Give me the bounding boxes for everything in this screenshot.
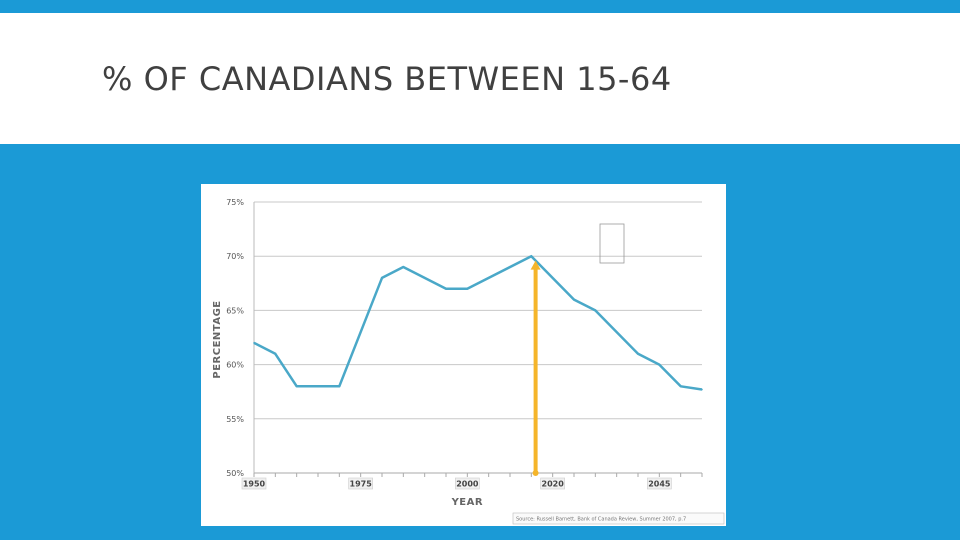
- annotation-arrow-base: [532, 470, 539, 476]
- x-tick-label: 2020: [542, 480, 565, 489]
- x-tick-box: [647, 477, 672, 490]
- y-tick-label: 60%: [226, 361, 244, 370]
- y-tick-label: 50%: [226, 469, 244, 478]
- source-box: [512, 512, 725, 525]
- data-point: [466, 287, 469, 290]
- y-axis-title: PERCENTAGE: [212, 300, 223, 378]
- slide-title: % OF CANADIANS BETWEEN 15-64: [102, 60, 672, 98]
- data-point: [338, 385, 341, 388]
- y-tick-label: 75%: [226, 198, 244, 207]
- data-point: [573, 298, 575, 301]
- data-point: [679, 385, 682, 388]
- data-point: [317, 385, 319, 388]
- x-tick-label: 2000: [456, 480, 479, 489]
- x-tick-label: 1950: [243, 480, 266, 489]
- top-accent-bar: [0, 0, 960, 13]
- data-point: [295, 385, 298, 388]
- legend-box: [599, 223, 625, 264]
- data-point: [637, 352, 639, 355]
- x-tick-box: [348, 477, 373, 490]
- chart-card: 50% 55% 60% 65% 70% 75% 1950 1975 2000 2020 2045 PE…: [201, 184, 726, 526]
- annotation-arrow-head: [530, 260, 541, 270]
- line-chart: 50% 55% 60% 65% 70% 75% 1950 1975 2000 2020 2045 PE…: [212, 198, 725, 525]
- y-tick-label: 70%: [226, 252, 244, 261]
- y-tick-label: 55%: [226, 415, 244, 424]
- data-point: [253, 342, 255, 344]
- x-tick-box: [540, 477, 565, 490]
- data-point: [402, 266, 405, 268]
- data-point: [274, 352, 277, 355]
- x-tick-box: [455, 477, 480, 490]
- data-point: [445, 287, 447, 290]
- x-tick-box: [241, 477, 267, 490]
- series-line: [253, 254, 703, 391]
- data-point: [487, 277, 490, 279]
- data-point: [381, 277, 383, 279]
- x-tick-label: 2045: [648, 480, 671, 489]
- data-point: [701, 388, 703, 391]
- x-tick-label: 1975: [350, 480, 373, 489]
- x-axis-title: YEAR: [451, 497, 484, 508]
- data-point: [530, 255, 533, 257]
- data-point: [594, 309, 597, 312]
- source-note: Source: Russell Barnett, Bank of Canada …: [516, 517, 686, 523]
- data-point: [658, 363, 661, 366]
- y-tick-label: 65%: [226, 306, 244, 315]
